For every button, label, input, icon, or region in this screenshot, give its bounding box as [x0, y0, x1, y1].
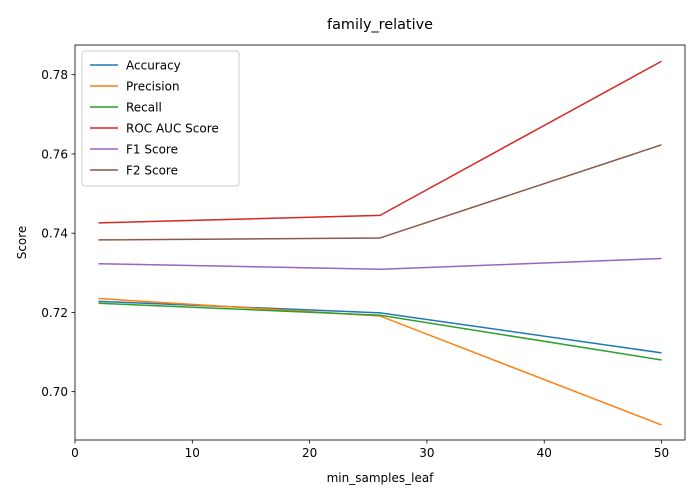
y-tick-label: 0.76 [41, 147, 68, 161]
series-line-recall [98, 302, 662, 361]
legend-box [81, 50, 240, 187]
y-tick-label: 0.70 [41, 385, 68, 399]
legend-label-precision: Precision [126, 80, 180, 94]
chart-title: family_relative [327, 17, 433, 33]
legend-label-recall: Recall [126, 101, 162, 115]
x-axis: 0 10 20 30 40 50 [71, 440, 669, 460]
y-tick-label: 0.72 [41, 306, 68, 320]
y-tick-label: 0.78 [41, 68, 68, 82]
y-axis: 0.70 0.72 0.74 0.76 0.78 [41, 68, 75, 399]
series-line-accuracy [98, 300, 662, 354]
legend: Accuracy Precision Recall ROC AUC Score F1 S… [81, 50, 240, 187]
x-tick-label: 40 [537, 446, 552, 460]
series-line-f2-score [98, 144, 662, 241]
x-axis-title: min_samples_leaf [327, 471, 435, 485]
legend-label-f1-score: F1 Score [126, 143, 178, 157]
legend-label-accuracy: Accuracy [126, 59, 181, 73]
x-tick-label: 20 [302, 446, 317, 460]
plot-border [74, 44, 686, 441]
y-tick-label: 0.74 [41, 227, 68, 241]
x-tick-label: 50 [654, 446, 669, 460]
series-line-f1-score [98, 257, 662, 270]
x-tick-label: 30 [419, 446, 434, 460]
series-lines [98, 60, 662, 426]
series-line-precision [98, 297, 662, 426]
x-tick-label: 0 [71, 446, 79, 460]
x-tick-label: 10 [185, 446, 200, 460]
y-axis-title: Score [15, 226, 29, 260]
legend-label-roc-auc-score: ROC AUC Score [126, 122, 219, 136]
series-line-roc-auc-score [98, 60, 662, 224]
legend-label-f2-score: F2 Score [126, 164, 178, 178]
